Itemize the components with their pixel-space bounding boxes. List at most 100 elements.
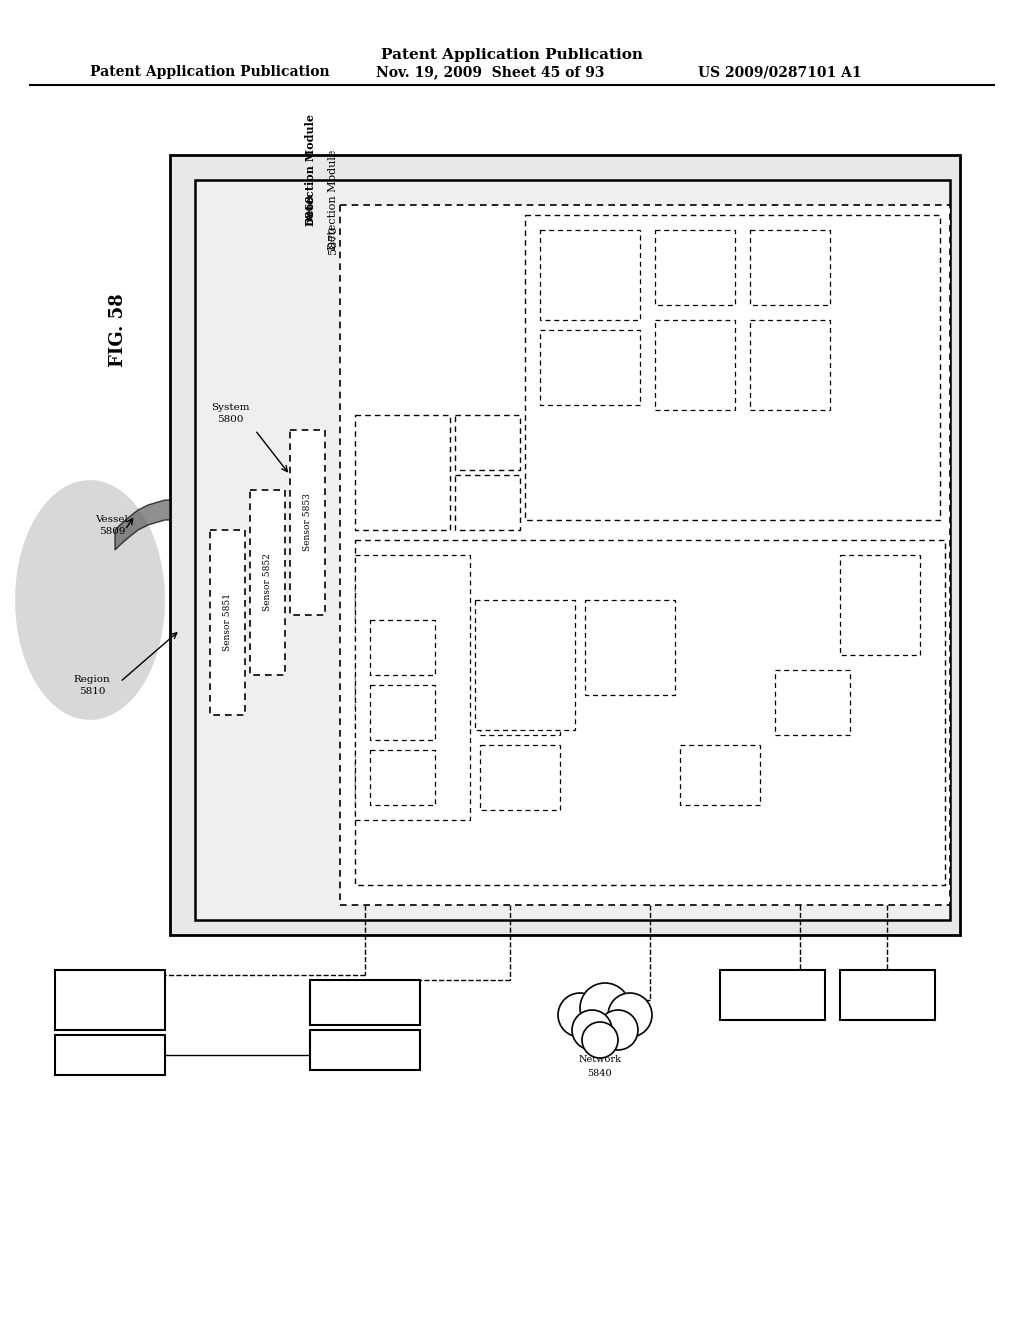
Text: Network: Network [579,1056,622,1064]
Text: 5800: 5800 [217,416,244,425]
Text: 5898: 5898 [683,267,707,276]
Text: Message: Message [770,253,810,263]
Text: Subject-: Subject- [501,760,539,770]
Circle shape [572,1010,612,1049]
FancyBboxPatch shape [720,970,825,1020]
Text: Treatment: Treatment [746,981,798,990]
Text: User Input: User Input [605,642,655,651]
Text: Monitor 5830: Monitor 5830 [331,1045,398,1055]
FancyBboxPatch shape [840,970,935,1020]
Text: Information: Information [668,370,722,379]
Text: 5860: 5860 [304,194,315,226]
Text: 5825: 5825 [352,1010,377,1019]
Circle shape [598,1010,638,1049]
FancyBboxPatch shape [750,230,830,305]
Text: Message: Message [88,990,132,999]
Text: Image: Image [388,766,417,775]
FancyBboxPatch shape [210,531,245,715]
Text: 5878: 5878 [709,776,731,785]
Text: Comparator: Comparator [562,259,617,268]
Text: 5891: 5891 [475,441,499,450]
Text: Indication: Indication [746,994,797,1002]
Text: Ischemia: Ischemia [859,586,901,594]
Text: 5870: 5870 [328,226,338,255]
Text: Sensor 5851: Sensor 5851 [222,593,231,651]
Text: 5861: 5861 [390,648,414,657]
FancyBboxPatch shape [540,330,640,405]
FancyBboxPatch shape [355,554,470,820]
Text: Sensor 5852: Sensor 5852 [262,553,271,611]
Text: Indication: Indication [788,690,836,700]
Text: Determinant: Determinant [496,648,554,657]
Text: Provided: Provided [500,774,541,783]
Text: Message: Message [343,997,387,1006]
Text: Secondary: Secondary [605,628,654,638]
Circle shape [558,993,602,1038]
Text: 5899: 5899 [778,267,802,276]
Text: Image: Image [388,635,417,644]
Text: Logic: Logic [578,360,603,370]
FancyBboxPatch shape [370,750,435,805]
FancyBboxPatch shape [475,601,575,730]
FancyBboxPatch shape [340,205,950,906]
Circle shape [580,983,630,1034]
FancyBboxPatch shape [355,414,450,531]
Text: Indicative: Indicative [672,356,718,366]
Polygon shape [115,500,170,550]
FancyBboxPatch shape [525,215,940,520]
Text: 5873: 5873 [618,655,641,664]
Text: 5890: 5890 [390,483,414,491]
Text: System: System [211,404,249,412]
Text: US 2009/0287101 A1: US 2009/0287101 A1 [698,65,862,79]
Text: Detection Module: Detection Module [328,149,338,251]
Text: Indication: Indication [379,469,425,478]
Text: 5842: 5842 [874,998,899,1007]
Text: 5810: 5810 [79,688,105,697]
FancyBboxPatch shape [455,475,520,531]
Text: Shape-Indicative Data 5865: Shape-Indicative Data 5865 [408,616,417,744]
Text: 5879: 5879 [801,704,823,713]
Text: Station 5820: Station 5820 [79,1051,141,1060]
FancyBboxPatch shape [310,979,420,1026]
Text: Treatment: Treatment [378,455,426,465]
Text: Complaint: Complaint [497,696,544,705]
Text: Message: Message [675,253,715,263]
Text: 5875: 5875 [513,661,537,671]
FancyBboxPatch shape [370,685,435,741]
FancyBboxPatch shape [355,540,945,884]
Text: 5840: 5840 [588,1068,612,1077]
Text: Detection Module: Detection Module [304,114,315,226]
Text: Sensor 5853: Sensor 5853 [302,494,311,550]
FancyBboxPatch shape [170,154,961,935]
FancyBboxPatch shape [655,230,735,305]
Text: 5893: 5893 [579,272,601,281]
Text: Input 5872: Input 5872 [495,787,546,796]
FancyBboxPatch shape [655,319,735,411]
FancyBboxPatch shape [310,1030,420,1071]
Polygon shape [15,480,165,719]
Text: Region: Region [74,676,111,685]
FancyBboxPatch shape [775,671,850,735]
FancyBboxPatch shape [250,490,285,675]
Text: 5863: 5863 [390,779,414,788]
Text: Invocation: Invocation [565,347,614,356]
Circle shape [582,1022,618,1059]
FancyBboxPatch shape [680,744,760,805]
Text: 5809: 5809 [98,528,125,536]
Text: Patent Application Publication: Patent Application Publication [90,65,330,79]
Text: FIG. 58: FIG. 58 [109,293,127,367]
FancyBboxPatch shape [480,744,560,810]
FancyBboxPatch shape [585,601,675,696]
Text: Indicator: Indicator [859,598,901,607]
Text: Module: Module [470,428,504,437]
Text: Determinant: Determinant [691,763,750,772]
Text: 5841: 5841 [760,1006,784,1015]
Text: Message 5897: Message 5897 [757,354,823,363]
Text: Image: Image [388,701,417,710]
FancyBboxPatch shape [55,1035,165,1074]
Text: 5871: 5871 [509,709,531,718]
FancyBboxPatch shape [290,430,325,615]
FancyBboxPatch shape [55,970,165,1030]
Text: Patent Application Publication: Patent Application Publication [381,48,643,62]
FancyBboxPatch shape [840,554,920,655]
